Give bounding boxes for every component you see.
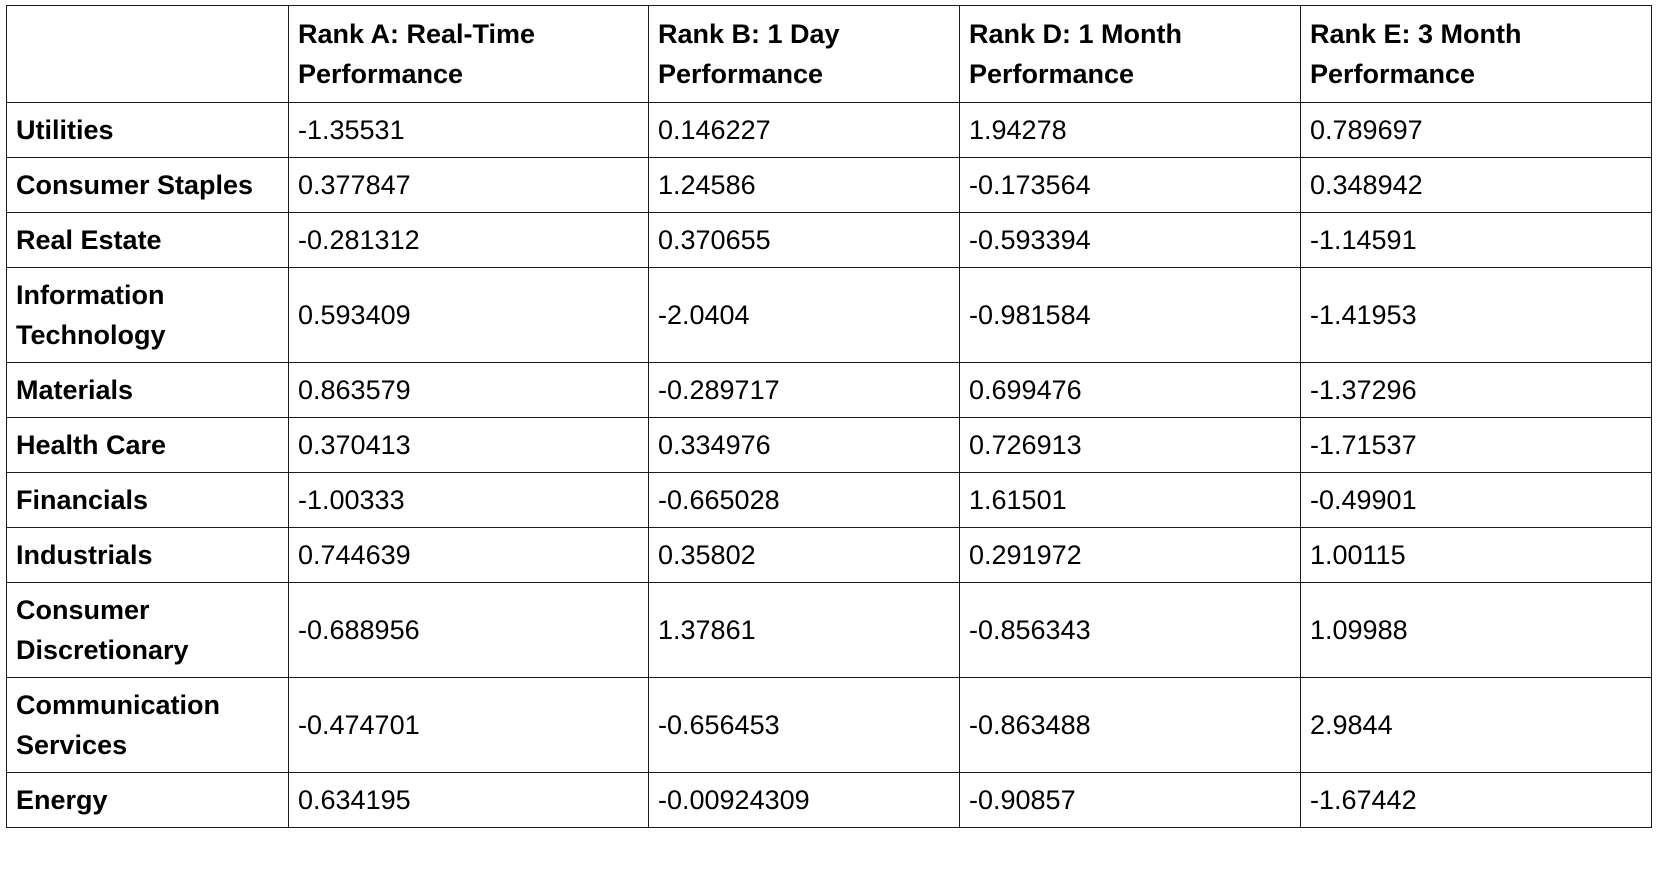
table-cell: 0.146227 <box>648 102 960 158</box>
table-cell: 0.377847 <box>288 157 649 213</box>
table-cell: -1.14591 <box>1300 212 1652 268</box>
table-cell: -0.281312 <box>288 212 649 268</box>
table-row: Real Estate -0.281312 0.370655 -0.593394… <box>6 212 1652 268</box>
table-cell: -1.71537 <box>1300 417 1652 473</box>
table-row: Industrials 0.744639 0.35802 0.291972 1.… <box>6 527 1652 583</box>
table-cell: 0.726913 <box>959 417 1301 473</box>
sector-performance-table: Rank A: Real-Time Performance Rank B: 1 … <box>6 5 1652 828</box>
row-header-sector: Real Estate <box>6 212 289 268</box>
table-cell: 0.593409 <box>288 267 649 363</box>
table-cell: 0.334976 <box>648 417 960 473</box>
table-cell: 0.863579 <box>288 362 649 418</box>
table-cell: -0.00924309 <box>648 772 960 828</box>
table-row: Consumer Staples 0.377847 1.24586 -0.173… <box>6 157 1652 213</box>
table-row: Materials 0.863579 -0.289717 0.699476 -1… <box>6 362 1652 418</box>
header-corner-cell <box>6 5 289 103</box>
table-cell: 0.699476 <box>959 362 1301 418</box>
table-cell: -0.863488 <box>959 677 1301 773</box>
row-header-sector: Communication Services <box>6 677 289 773</box>
table-cell: 1.24586 <box>648 157 960 213</box>
column-header-rank-b: Rank B: 1 Day Performance <box>648 5 960 103</box>
table-row: Financials -1.00333 -0.665028 1.61501 -0… <box>6 472 1652 528</box>
table-cell: -0.656453 <box>648 677 960 773</box>
table-cell: 0.744639 <box>288 527 649 583</box>
table-cell: -1.35531 <box>288 102 649 158</box>
row-header-sector: Consumer Discretionary <box>6 582 289 678</box>
table-header: Rank A: Real-Time Performance Rank B: 1 … <box>6 5 1652 103</box>
table-cell: 2.9844 <box>1300 677 1652 773</box>
row-header-sector: Information Technology <box>6 267 289 363</box>
row-header-sector: Financials <box>6 472 289 528</box>
table-row: Health Care 0.370413 0.334976 0.726913 -… <box>6 417 1652 473</box>
table-cell: -0.981584 <box>959 267 1301 363</box>
row-header-sector: Materials <box>6 362 289 418</box>
table-cell: -0.49901 <box>1300 472 1652 528</box>
table-cell: -2.0404 <box>648 267 960 363</box>
table-cell: -1.67442 <box>1300 772 1652 828</box>
table-cell: 1.09988 <box>1300 582 1652 678</box>
table-cell: -0.593394 <box>959 212 1301 268</box>
row-header-sector: Consumer Staples <box>6 157 289 213</box>
column-header-rank-a: Rank A: Real-Time Performance <box>288 5 649 103</box>
table-cell: 1.94278 <box>959 102 1301 158</box>
table-cell: 1.61501 <box>959 472 1301 528</box>
row-header-sector: Energy <box>6 772 289 828</box>
column-header-rank-d: Rank D: 1 Month Performance <box>959 5 1301 103</box>
table-cell: -1.41953 <box>1300 267 1652 363</box>
table-container: Rank A: Real-Time Performance Rank B: 1 … <box>6 5 1652 828</box>
table-cell: -1.00333 <box>288 472 649 528</box>
row-header-sector: Utilities <box>6 102 289 158</box>
table-cell: -1.37296 <box>1300 362 1652 418</box>
table-cell: 0.634195 <box>288 772 649 828</box>
header-row: Rank A: Real-Time Performance Rank B: 1 … <box>6 5 1652 103</box>
table-cell: -0.856343 <box>959 582 1301 678</box>
table-row: Consumer Discretionary -0.688956 1.37861… <box>6 582 1652 678</box>
table-row: Information Technology 0.593409 -2.0404 … <box>6 267 1652 363</box>
table-cell: -0.173564 <box>959 157 1301 213</box>
table-cell: 0.370413 <box>288 417 649 473</box>
table-cell: -0.289717 <box>648 362 960 418</box>
table-cell: 0.291972 <box>959 527 1301 583</box>
row-header-sector: Industrials <box>6 527 289 583</box>
table-cell: -0.665028 <box>648 472 960 528</box>
table-cell: 0.370655 <box>648 212 960 268</box>
table-cell: -0.688956 <box>288 582 649 678</box>
table-cell: 0.348942 <box>1300 157 1652 213</box>
table-cell: -0.90857 <box>959 772 1301 828</box>
table-cell: 0.35802 <box>648 527 960 583</box>
table-cell: -0.474701 <box>288 677 649 773</box>
table-cell: 1.00115 <box>1300 527 1652 583</box>
table-body: Utilities -1.35531 0.146227 1.94278 0.78… <box>6 102 1652 828</box>
table-row: Utilities -1.35531 0.146227 1.94278 0.78… <box>6 102 1652 158</box>
table-cell: 0.789697 <box>1300 102 1652 158</box>
table-row: Energy 0.634195 -0.00924309 -0.90857 -1.… <box>6 772 1652 828</box>
table-cell: 1.37861 <box>648 582 960 678</box>
row-header-sector: Health Care <box>6 417 289 473</box>
column-header-rank-e: Rank E: 3 Month Performance <box>1300 5 1652 103</box>
table-row: Communication Services -0.474701 -0.6564… <box>6 677 1652 773</box>
